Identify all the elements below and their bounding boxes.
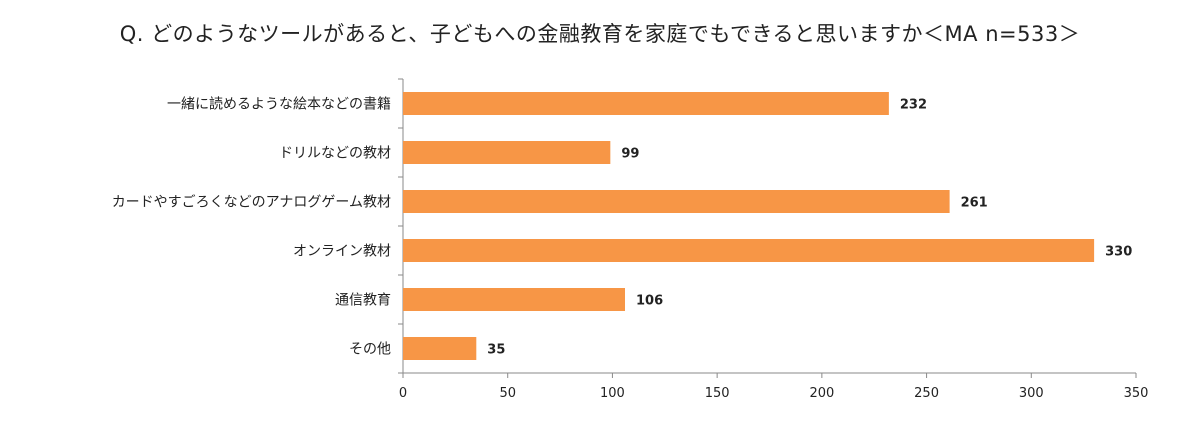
bar (403, 288, 625, 311)
x-tick-label: 250 (914, 386, 939, 401)
category-label: ドリルなどの教材 (279, 146, 391, 162)
value-label: 106 (636, 294, 663, 309)
x-tick-label: 150 (705, 386, 730, 401)
bar (403, 141, 611, 164)
category-label: 一緒に読めるような絵本などの書籍 (167, 96, 391, 113)
bar (403, 337, 477, 360)
bar (403, 92, 889, 115)
value-label: 35 (487, 343, 505, 358)
category-label: カードやすごろくなどのアナログゲーム教材 (112, 195, 391, 211)
value-label: 99 (621, 147, 639, 162)
category-label: オンライン教材 (293, 244, 391, 260)
category-label: その他 (349, 342, 391, 358)
x-tick-label: 100 (600, 386, 625, 401)
category-label: 通信教育 (335, 293, 391, 309)
x-tick-label: 0 (399, 386, 407, 401)
x-tick-label: 350 (1124, 386, 1149, 401)
x-tick-label: 300 (1019, 386, 1044, 401)
x-tick-label: 50 (499, 386, 516, 401)
x-tick-label: 200 (809, 386, 834, 401)
bar (403, 239, 1095, 262)
value-label: 330 (1105, 245, 1132, 260)
chart-title: Q. どのようなツールがあると、子どもへの金融教育を家庭でもできると思いますか＜… (119, 22, 1081, 46)
value-label: 261 (961, 196, 988, 211)
bar (403, 190, 950, 213)
value-label: 232 (900, 98, 927, 113)
